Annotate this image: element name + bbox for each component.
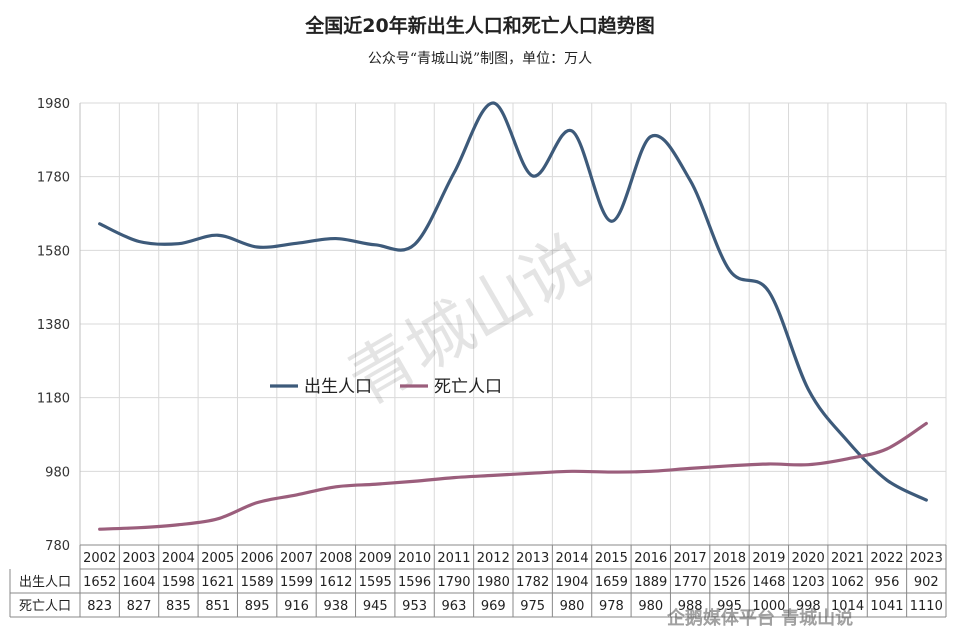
data-label-s1: 1782 (516, 575, 549, 590)
y-tick-label: 1780 (37, 171, 70, 186)
y-tick-label: 1180 (37, 392, 70, 407)
data-label-s1: 1612 (319, 575, 352, 590)
x-tick-label: 2006 (241, 551, 274, 566)
data-label-s2: 1014 (831, 599, 864, 614)
data-label-s2: 835 (166, 599, 191, 614)
data-label-s2: 980 (560, 599, 585, 614)
data-label-s1: 1770 (674, 575, 707, 590)
data-label-s2: 1000 (752, 599, 785, 614)
x-tick-label: 2018 (713, 551, 746, 566)
series-line-2 (98, 421, 928, 531)
table-row-label-2: 死亡人口 (19, 599, 71, 614)
y-axis: 780 980 1180 1380 1580 1780 1980 (37, 97, 81, 554)
x-tick-label: 2013 (516, 551, 549, 566)
x-tick-label: 2020 (792, 551, 825, 566)
legend: 出生人口 死亡人口 (270, 377, 502, 397)
data-label-s2: 1110 (910, 599, 943, 614)
y-tick-label: 1580 (37, 244, 70, 259)
data-label-s2: 975 (520, 599, 545, 614)
legend-label-2: 死亡人口 (434, 377, 502, 397)
data-label-s1: 1604 (122, 575, 155, 590)
footer-watermark: 企鹅媒体平台 青城山说 (666, 607, 853, 629)
x-tick-label: 2005 (201, 551, 234, 566)
data-label-s2: 978 (599, 599, 624, 614)
data-label-s1: 956 (875, 575, 900, 590)
y-tick-label: 1980 (37, 97, 70, 112)
data-label-s2: 1041 (870, 599, 903, 614)
x-tick-label: 2023 (910, 551, 943, 566)
x-tick-label: 2004 (162, 551, 195, 566)
data-label-s1: 1652 (83, 575, 116, 590)
data-label-s2: 851 (205, 599, 230, 614)
data-label-s1: 1596 (398, 575, 431, 590)
data-label-s2: 945 (363, 599, 388, 614)
x-tick-label: 2002 (83, 551, 116, 566)
x-tick-label: 2021 (831, 551, 864, 566)
x-tick-label: 2009 (359, 551, 392, 566)
data-label-s1: 1889 (634, 575, 667, 590)
chart-subtitle: 公众号“青城山说”制图，单位：万人 (368, 51, 592, 67)
y-tick-label: 780 (45, 539, 70, 554)
x-tick-label: 2007 (280, 551, 313, 566)
data-label-s1: 1980 (477, 575, 510, 590)
x-tick-label: 2015 (595, 551, 628, 566)
x-tick-label: 2008 (319, 551, 352, 566)
table-row-label-1: 出生人口 (19, 575, 71, 590)
data-label-s1: 1526 (713, 575, 746, 590)
chart-title: 全国近20年新出生人口和死亡人口趋势图 (304, 14, 654, 37)
data-label-s2: 998 (796, 599, 821, 614)
data-label-s1: 1904 (555, 575, 588, 590)
data-table: 2002 2003 2004 2005 2006 2007 2008 2009 2010 2011… (9, 544, 947, 618)
x-tick-label: 2022 (870, 551, 903, 566)
data-label-s1: 1589 (241, 575, 274, 590)
data-label-s1: 1595 (359, 575, 392, 590)
data-label-s1: 1659 (595, 575, 628, 590)
x-tick-label: 2017 (674, 551, 707, 566)
data-label-s2: 988 (678, 599, 703, 614)
x-tick-label: 2014 (555, 551, 588, 566)
data-label-s2: 980 (638, 599, 663, 614)
data-label-s1: 1203 (792, 575, 825, 590)
data-label-s2: 938 (323, 599, 348, 614)
series-lines (98, 101, 928, 531)
data-label-s1: 902 (914, 575, 939, 590)
x-tick-label: 2016 (634, 551, 667, 566)
x-tick-label: 2012 (477, 551, 510, 566)
data-label-s2: 953 (402, 599, 427, 614)
data-label-s2: 963 (442, 599, 467, 614)
data-label-s2: 895 (245, 599, 270, 614)
y-tick-label: 1380 (37, 318, 70, 333)
x-tick-label: 2010 (398, 551, 431, 566)
data-label-s1: 1599 (280, 575, 313, 590)
legend-label-1: 出生人口 (304, 377, 372, 397)
x-tick-label: 2019 (752, 551, 785, 566)
data-label-s2: 995 (717, 599, 742, 614)
x-tick-label: 2011 (437, 551, 470, 566)
data-label-s1: 1468 (752, 575, 785, 590)
data-label-s2: 916 (284, 599, 309, 614)
data-label-s1: 1598 (162, 575, 195, 590)
data-label-s1: 1062 (831, 575, 864, 590)
x-tick-label: 2003 (122, 551, 155, 566)
data-label-s2: 823 (87, 599, 112, 614)
data-label-s1: 1790 (437, 575, 470, 590)
data-label-s2: 827 (127, 599, 152, 614)
data-label-s1: 1621 (201, 575, 234, 590)
data-label-s2: 969 (481, 599, 506, 614)
y-tick-label: 980 (45, 465, 70, 480)
